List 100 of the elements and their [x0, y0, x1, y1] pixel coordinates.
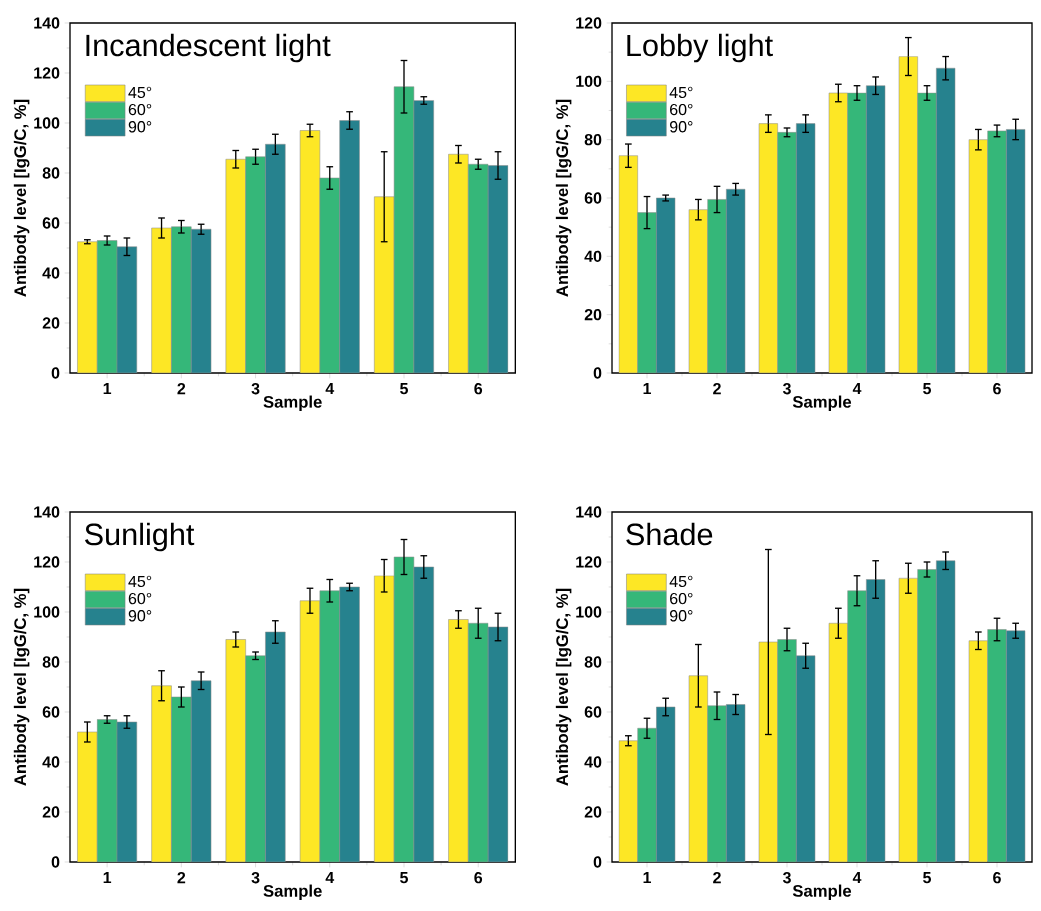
legend-label: 60°: [128, 592, 152, 605]
y-tick-label: 0: [51, 856, 60, 868]
bar: [190, 228, 212, 373]
bar: [968, 139, 988, 373]
bar: [619, 155, 638, 373]
bar: [374, 196, 395, 373]
x-tick-label: 3: [782, 872, 791, 884]
x-tick-label: 5: [400, 383, 408, 395]
bar: [487, 165, 509, 373]
y-tick-label: 40: [42, 756, 60, 768]
y-tick-label: 120: [34, 67, 60, 79]
bar: [847, 590, 867, 862]
x-axis-title: Sample: [792, 395, 852, 412]
y-tick-label: 100: [576, 606, 602, 618]
bar: [225, 158, 246, 373]
legend-label: 45°: [128, 575, 152, 588]
y-tick-label: 40: [584, 250, 602, 262]
x-tick-label: 3: [782, 383, 791, 395]
bar: [299, 600, 321, 862]
x-tick-label: 1: [643, 383, 652, 395]
y-tick-label: 100: [34, 606, 60, 618]
bar: [1006, 129, 1026, 373]
bar: [987, 629, 1007, 862]
bar: [936, 68, 956, 373]
bar: [339, 120, 360, 373]
y-tick-label: 60: [584, 706, 602, 718]
legend-label: 90°: [669, 610, 693, 622]
x-tick-label: 5: [923, 383, 932, 395]
x-tick-label: 6: [993, 872, 1001, 884]
x-tick-label: 3: [251, 872, 260, 884]
y-tick-label: 20: [584, 309, 602, 321]
bar: [829, 623, 848, 862]
bar: [393, 556, 415, 862]
bar: [707, 705, 727, 862]
bar: [77, 731, 98, 862]
bar: [656, 197, 676, 373]
bar: [656, 707, 676, 862]
bar: [468, 622, 489, 862]
y-tick-label: 20: [42, 317, 60, 329]
bar: [265, 143, 286, 373]
bar: [1006, 630, 1026, 862]
x-tick-label: 6: [474, 872, 483, 884]
y-tick-label: 40: [42, 267, 60, 279]
y-tick-label: 80: [584, 134, 602, 146]
y-tick-label: 80: [42, 656, 60, 668]
bar: [759, 642, 778, 862]
y-tick-label: 140: [576, 506, 602, 518]
bar: [796, 123, 816, 373]
legend-label: 60°: [670, 592, 693, 605]
chart-title: Lobby light: [627, 33, 773, 63]
legend-label: 45°: [669, 86, 693, 99]
bar: [796, 655, 816, 862]
bar: [413, 100, 434, 373]
legend-label: 45°: [669, 575, 693, 588]
y-tick-label: 100: [576, 75, 602, 87]
y-tick-label: 140: [34, 17, 60, 29]
bar: [637, 212, 657, 373]
bar: [319, 590, 340, 862]
bar: [726, 704, 746, 862]
chart-title: Incandescent light: [86, 33, 331, 63]
y-tick-label: 60: [42, 217, 60, 229]
bar: [936, 560, 956, 862]
x-tick-label: 4: [852, 383, 862, 395]
bar: [777, 132, 797, 373]
bar: [987, 130, 1007, 373]
legend-label: 60°: [670, 103, 693, 116]
legend-label: 45°: [128, 86, 152, 99]
bar: [866, 85, 885, 373]
y-tick-label: 20: [42, 806, 60, 818]
bar: [171, 696, 192, 862]
x-tick-label: 2: [177, 872, 186, 884]
bar: [116, 246, 138, 373]
x-tick-label: 1: [103, 383, 112, 395]
bar: [689, 209, 708, 373]
bar: [847, 92, 867, 373]
y-tick-label: 120: [34, 556, 60, 568]
x-tick-label: 4: [325, 872, 335, 884]
bar: [448, 619, 469, 862]
y-tick-label: 80: [42, 167, 60, 179]
y-tick-label: 0: [593, 367, 602, 379]
bar: [829, 92, 848, 373]
y-tick-label: 60: [42, 706, 60, 718]
y-tick-label: 20: [584, 806, 602, 818]
y-tick-label: 80: [584, 656, 602, 668]
legend-label: 90°: [128, 610, 152, 622]
bar: [759, 123, 778, 373]
x-tick-label: 2: [713, 872, 721, 884]
x-axis-title: Sample: [792, 884, 852, 901]
x-axis-title: Sample: [263, 884, 322, 901]
bar: [374, 575, 395, 862]
y-tick-label: 120: [576, 17, 602, 29]
y-axis-title: Antibody level [IgG/C, %]: [13, 588, 30, 786]
x-tick-label: 3: [251, 383, 260, 395]
x-tick-label: 5: [923, 872, 932, 884]
y-tick-label: 0: [593, 856, 602, 868]
x-tick-label: 6: [993, 383, 1001, 395]
bar: [245, 655, 266, 862]
chart-title: Shade: [626, 522, 713, 546]
y-tick-label: 0: [51, 367, 60, 379]
x-tick-label: 2: [713, 383, 721, 395]
